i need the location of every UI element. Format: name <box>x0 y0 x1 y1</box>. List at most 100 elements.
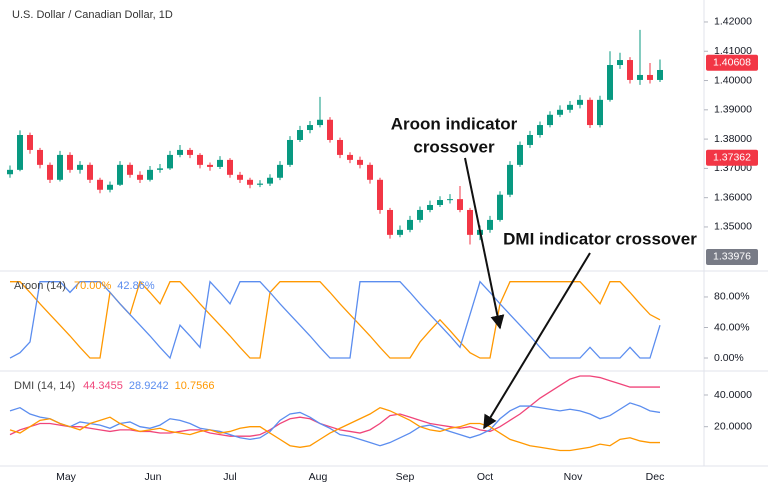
candle-body <box>617 60 623 66</box>
candle-body <box>407 219 413 230</box>
plot: 1.420001.410001.400001.390001.380001.370… <box>7 16 758 483</box>
candle-body <box>627 60 633 80</box>
candle-body <box>107 184 113 190</box>
legend-value: 70.00% <box>74 280 112 292</box>
y-tick-label: 1.38000 <box>714 133 752 145</box>
indicator-title: Aroon (14) <box>14 280 66 292</box>
candle-body <box>297 130 303 140</box>
candle-body <box>317 119 323 126</box>
candle-body <box>387 209 393 235</box>
y-tick-label: 1.41000 <box>714 45 752 57</box>
legend-value: 44.3455 <box>83 380 123 392</box>
candle-body <box>417 209 423 220</box>
candle-body <box>637 74 643 80</box>
candle-body <box>87 164 93 180</box>
candle-body <box>497 194 503 220</box>
price-label-box <box>706 54 758 71</box>
candle-body <box>77 164 83 170</box>
candle-body <box>577 99 583 105</box>
candle-body <box>117 164 123 185</box>
candle-body <box>367 164 373 180</box>
candle-body <box>357 159 363 165</box>
candle-body <box>67 154 73 170</box>
candle-body <box>327 119 333 140</box>
candle-body <box>607 65 613 100</box>
price-label: 1.40608 <box>713 57 751 69</box>
candle-body <box>647 74 653 80</box>
candle-body <box>7 169 13 175</box>
candle-body <box>447 199 453 201</box>
annotation: DMI indicator crossover <box>503 229 697 248</box>
candle-body <box>347 154 353 160</box>
candle-body <box>527 135 533 145</box>
x-tick-label: Jul <box>223 471 236 483</box>
candle-body <box>657 69 663 80</box>
y-tick-label: 1.35000 <box>714 221 752 233</box>
candle-body <box>197 154 203 165</box>
candle-body <box>277 164 283 178</box>
candle-body <box>57 154 63 180</box>
candle-body <box>137 174 143 180</box>
candle-body <box>127 164 133 175</box>
x-tick-label: Jun <box>145 471 162 483</box>
candle-body <box>307 125 313 131</box>
candle-body <box>537 125 543 135</box>
x-tick-label: Nov <box>564 471 583 483</box>
candle-body <box>597 99 603 126</box>
price-label-box <box>706 248 758 265</box>
legend-value: 42.86% <box>117 280 155 292</box>
y-tick-label: 20.0000 <box>714 420 752 432</box>
candle-body <box>397 229 403 235</box>
candle-body <box>377 179 383 210</box>
y-tick-label: 1.42000 <box>714 16 752 28</box>
price-label: 1.37362 <box>713 152 751 164</box>
candle-body <box>147 169 153 180</box>
annotation: crossover <box>413 137 495 156</box>
y-tick-label: 40.0000 <box>714 389 752 401</box>
candle-body <box>267 177 273 184</box>
annotation: Aroon indicator <box>391 114 518 133</box>
candle-body <box>467 209 473 235</box>
candle-body <box>27 135 33 150</box>
candle-body <box>487 219 493 230</box>
arrow <box>483 252 591 430</box>
candle-body <box>507 164 513 195</box>
candle-body <box>47 164 53 180</box>
candle-body <box>567 104 573 110</box>
candle-body <box>257 183 263 185</box>
candle-body <box>187 149 193 155</box>
candle-body <box>547 114 553 126</box>
candle-body <box>337 139 343 155</box>
indicator-line <box>9 406 660 452</box>
x-tick-label: Oct <box>477 471 493 483</box>
candle-body <box>587 99 593 126</box>
candle-body <box>207 164 213 167</box>
legend-value: 10.7566 <box>175 380 215 392</box>
candle-body <box>237 174 243 180</box>
y-tick-label: 1.36000 <box>714 191 752 203</box>
arrow <box>464 157 505 330</box>
indicator-line <box>9 402 661 447</box>
y-tick-label: 80.00% <box>714 291 750 303</box>
y-tick-label: 1.39000 <box>714 104 752 116</box>
x-tick-label: Aug <box>309 471 328 483</box>
indicator-line <box>9 375 660 437</box>
candle-body <box>437 200 443 205</box>
candle-body <box>427 204 433 210</box>
candle-body <box>157 168 163 170</box>
candle-body <box>557 109 563 115</box>
x-tick-label: Dec <box>646 471 665 483</box>
indicator-title: DMI (14, 14) <box>14 380 75 392</box>
candle-body <box>217 159 223 167</box>
candle-body <box>97 179 103 190</box>
chart-title: U.S. Dollar / Canadian Dollar, 1D <box>12 9 173 21</box>
y-tick-label: 0.00% <box>714 352 744 364</box>
candle-body <box>177 149 183 155</box>
y-tick-label: 1.40000 <box>714 74 752 86</box>
candle-body <box>517 144 523 165</box>
legend-value: 28.9242 <box>129 380 169 392</box>
candle-body <box>457 199 463 210</box>
candle-body <box>167 154 173 169</box>
candle-body <box>247 179 253 185</box>
